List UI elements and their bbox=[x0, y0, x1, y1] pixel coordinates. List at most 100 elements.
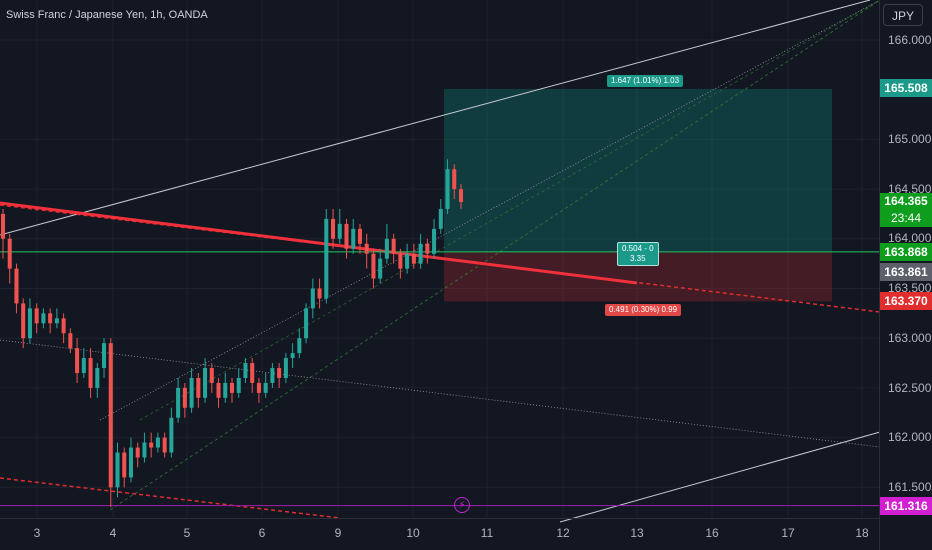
candle-body bbox=[81, 358, 86, 373]
bar-countdown-badge: 23:44 bbox=[880, 210, 932, 227]
candle-body bbox=[418, 243, 423, 264]
x-tick-label: 13 bbox=[630, 526, 644, 540]
y-tick-label: 165.000 bbox=[888, 132, 932, 146]
time-axis-separator bbox=[0, 518, 880, 519]
candle-body bbox=[135, 447, 140, 458]
x-tick-label: 10 bbox=[406, 526, 420, 540]
position-mid-label-line-2: 3.35 bbox=[630, 254, 646, 263]
y-tick-label: 162.500 bbox=[888, 381, 932, 395]
candle-body bbox=[189, 377, 194, 408]
candle-body bbox=[54, 318, 59, 324]
candle-body bbox=[41, 313, 46, 324]
candle-body bbox=[0, 213, 6, 239]
upper-channel-line bbox=[0, 0, 871, 236]
candle-body bbox=[391, 238, 396, 254]
y-tick-label: 163.500 bbox=[888, 281, 932, 295]
candle-body bbox=[458, 189, 464, 203]
candle-body bbox=[122, 452, 127, 478]
candle-body bbox=[176, 387, 181, 418]
candle-body bbox=[169, 417, 174, 453]
candle-body bbox=[68, 333, 73, 349]
entry-price-badge: 163.868 bbox=[880, 243, 932, 261]
candle-body bbox=[75, 348, 80, 373]
x-tick-label: 3 bbox=[33, 526, 41, 540]
candle-body bbox=[445, 169, 450, 209]
candle-body bbox=[243, 363, 248, 378]
candle-body bbox=[384, 238, 389, 259]
x-tick-label: 5 bbox=[183, 526, 191, 540]
stop-label: 0.491 (0.30%) 0.99 bbox=[605, 304, 682, 316]
y-tick-label: 164.500 bbox=[888, 182, 932, 196]
y-tick-label: 164.000 bbox=[888, 231, 932, 245]
candle-body bbox=[337, 223, 342, 239]
candle-body bbox=[351, 228, 356, 249]
candle-body bbox=[236, 377, 241, 393]
candle-body bbox=[7, 238, 12, 269]
candle-body bbox=[128, 447, 133, 478]
candle-body bbox=[304, 308, 309, 339]
candle-body bbox=[21, 303, 26, 339]
candle-body bbox=[290, 353, 295, 359]
x-tick-label: 12 bbox=[556, 526, 570, 540]
candle-body bbox=[48, 313, 53, 324]
candle-body bbox=[432, 228, 437, 254]
candle-body bbox=[196, 377, 201, 398]
stop-loss-price-badge: 163.370 bbox=[880, 292, 932, 310]
candle-body bbox=[378, 258, 383, 279]
candle-body bbox=[216, 382, 221, 398]
candle-body bbox=[331, 218, 336, 239]
candle-body bbox=[256, 382, 261, 393]
target-label: 1.647 (1.01%) 1.03 bbox=[607, 75, 684, 87]
candle-body bbox=[223, 382, 228, 398]
green-dashed-channel-line bbox=[139, 0, 881, 421]
candle-body bbox=[162, 437, 167, 453]
candle-body bbox=[115, 452, 120, 488]
candle-body bbox=[209, 368, 214, 383]
candle-body bbox=[250, 363, 255, 383]
profit-zone bbox=[444, 88, 832, 252]
candle-body bbox=[425, 243, 430, 254]
candle-body bbox=[405, 253, 410, 269]
y-tick-label: 163.000 bbox=[888, 331, 932, 345]
dotted-support-line bbox=[0, 339, 881, 448]
x-tick-label: 4 bbox=[109, 526, 117, 540]
candle-body bbox=[357, 228, 362, 244]
lightning-event-icon[interactable]: ⚡ bbox=[454, 497, 470, 513]
x-tick-label: 11 bbox=[480, 526, 494, 540]
candle-body bbox=[34, 308, 39, 324]
candle-body bbox=[102, 343, 107, 369]
candle-body bbox=[14, 268, 19, 304]
candle-body bbox=[95, 368, 100, 388]
candle-body bbox=[270, 368, 275, 383]
y-tick-label: 161.500 bbox=[888, 480, 932, 494]
candle-body bbox=[203, 368, 208, 398]
candle-body bbox=[182, 387, 187, 408]
candle-body bbox=[310, 288, 315, 309]
candle-body bbox=[277, 368, 282, 378]
low-line-price-badge: 161.316 bbox=[880, 497, 932, 515]
candle-body bbox=[371, 253, 376, 279]
take-profit-price-badge: 165.508 bbox=[880, 79, 932, 97]
x-tick-label: 16 bbox=[705, 526, 719, 540]
candle-body bbox=[297, 338, 302, 354]
red-trend-line bbox=[0, 201, 638, 285]
candle-body bbox=[142, 442, 147, 458]
chart-title: Swiss Franc / Japanese Yen, 1h, OANDA bbox=[6, 9, 208, 21]
lower-channel-line bbox=[559, 431, 881, 523]
candle-body bbox=[263, 382, 268, 393]
candle-body bbox=[27, 308, 32, 339]
candle-body bbox=[344, 223, 349, 249]
candle-body bbox=[283, 358, 288, 378]
candle-body bbox=[317, 288, 322, 299]
position-mid-label-line-1: 0.504 - 0 bbox=[622, 244, 654, 253]
candle-body bbox=[155, 437, 160, 448]
price-axis-separator bbox=[879, 0, 880, 550]
currency-selector[interactable]: JPY bbox=[883, 4, 923, 26]
candle-body bbox=[438, 208, 443, 229]
position-mid-label: 0.504 - 0 3.35 bbox=[617, 242, 659, 266]
candle-body bbox=[398, 253, 403, 269]
bid-price-badge: 163.861 bbox=[880, 263, 932, 281]
red-dashed-lower-line bbox=[0, 477, 341, 519]
x-tick-label: 17 bbox=[781, 526, 795, 540]
